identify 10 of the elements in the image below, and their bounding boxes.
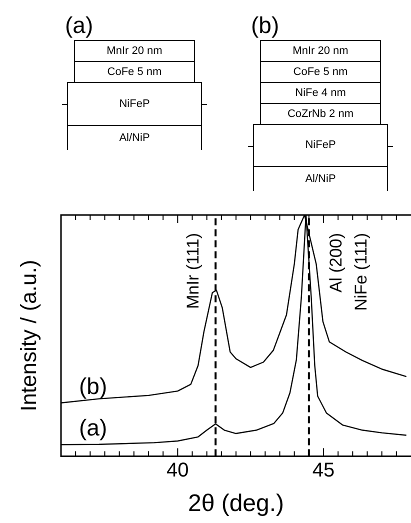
x-axis-title: 2θ (deg.) [188,490,284,518]
layer-stack-diagram: (a) MnIr 20 nm CoFe 5 nm NiFeP Al/NiP [59,12,208,150]
ref-line-label: MnIr (111) [183,233,202,309]
layer-stack-diagram: (b) MnIr 20 nm CoFe 5 nm NiFe 4 nm CoZrNb 2 nm NiFeP Al/NiP [245,12,394,191]
series-label: (a) [79,414,108,441]
ref-line-label: Al (200) NiFe (111) [326,233,371,311]
x-tick-label: 45 [312,460,335,482]
y-axis-title: Intensity / (a.u.) [16,260,42,412]
series-label: (b) [79,372,108,399]
x-tick-label: 40 [166,460,189,482]
